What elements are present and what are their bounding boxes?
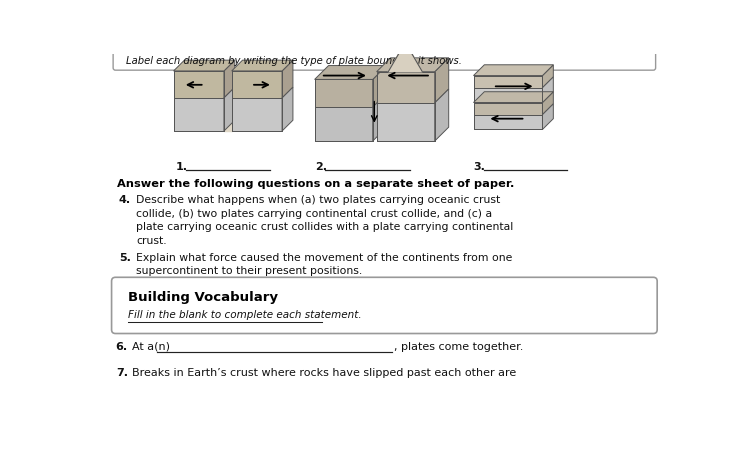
Polygon shape <box>473 92 554 103</box>
Text: 7.: 7. <box>116 368 128 378</box>
Polygon shape <box>542 92 554 115</box>
Bar <box>315 79 373 141</box>
Polygon shape <box>388 42 422 72</box>
Text: 3.: 3. <box>473 162 485 172</box>
Text: Answer the following questions on a separate sheet of paper.: Answer the following questions on a sepa… <box>117 179 514 189</box>
Polygon shape <box>376 58 448 72</box>
Bar <box>376 72 435 103</box>
Bar <box>473 88 542 103</box>
Text: Label each diagram by writing the type of plate boundary it shows.: Label each diagram by writing the type o… <box>126 56 462 66</box>
Text: 6.: 6. <box>116 342 128 352</box>
Polygon shape <box>373 93 387 141</box>
Bar <box>232 98 282 131</box>
Bar <box>473 76 542 88</box>
Text: 4.: 4. <box>118 195 131 205</box>
Bar <box>376 72 435 141</box>
Polygon shape <box>542 104 554 130</box>
Text: 1.: 1. <box>176 162 188 172</box>
Text: 2.: 2. <box>315 162 327 172</box>
Polygon shape <box>282 87 293 131</box>
Bar <box>232 71 282 98</box>
Polygon shape <box>315 66 387 79</box>
Bar <box>173 71 224 98</box>
Text: At a(n): At a(n) <box>133 342 174 352</box>
Bar <box>473 115 542 130</box>
FancyBboxPatch shape <box>113 52 656 70</box>
Polygon shape <box>435 58 448 103</box>
Polygon shape <box>542 65 554 88</box>
Bar <box>173 98 224 131</box>
Polygon shape <box>232 60 293 71</box>
Polygon shape <box>435 89 448 141</box>
FancyBboxPatch shape <box>112 277 657 333</box>
Bar <box>232 71 282 131</box>
Bar <box>376 103 435 141</box>
Polygon shape <box>224 60 235 98</box>
Text: , plates come together.: , plates come together. <box>394 342 524 352</box>
Polygon shape <box>282 60 293 98</box>
Text: 5.: 5. <box>119 252 131 263</box>
Polygon shape <box>173 60 235 71</box>
Bar <box>473 103 542 115</box>
Bar <box>315 79 373 107</box>
Bar <box>315 107 373 141</box>
Polygon shape <box>373 66 387 107</box>
Text: Describe what happens when (a) two plates carrying oceanic crust
collide, (b) tw: Describe what happens when (a) two plate… <box>136 195 514 246</box>
Text: Explain what force caused the movement of the continents from one
supercontinent: Explain what force caused the movement o… <box>136 252 513 276</box>
Bar <box>473 103 542 130</box>
Bar <box>173 71 224 131</box>
Text: Breaks in Earth’s crust where rocks have slipped past each other are: Breaks in Earth’s crust where rocks have… <box>133 368 517 378</box>
Polygon shape <box>542 77 554 103</box>
Polygon shape <box>224 87 235 131</box>
Text: Fill in the blank to complete each statement.: Fill in the blank to complete each state… <box>128 310 362 320</box>
Text: Building Vocabulary: Building Vocabulary <box>128 291 278 304</box>
Bar <box>473 76 542 103</box>
Polygon shape <box>473 65 554 76</box>
